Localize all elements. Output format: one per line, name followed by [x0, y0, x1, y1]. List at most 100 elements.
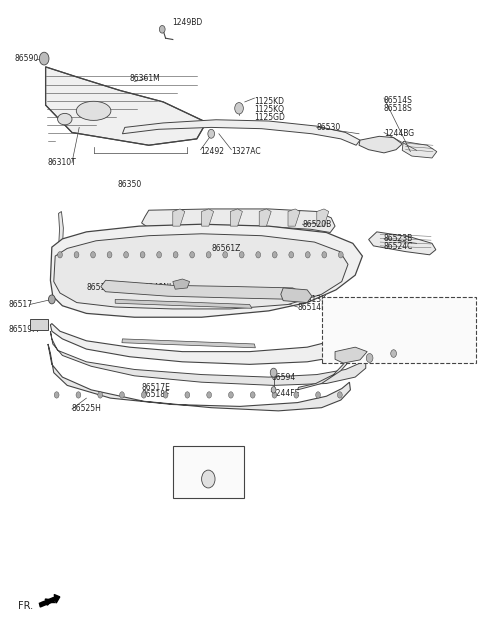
FancyBboxPatch shape [322, 297, 476, 363]
Circle shape [228, 392, 233, 398]
Circle shape [159, 25, 165, 33]
Text: 86514K: 86514K [298, 303, 327, 311]
Circle shape [250, 392, 255, 398]
Circle shape [294, 392, 299, 398]
Polygon shape [230, 209, 242, 226]
Text: 92202: 92202 [360, 327, 384, 336]
Polygon shape [298, 326, 358, 390]
Circle shape [391, 350, 396, 357]
Circle shape [54, 392, 59, 398]
Polygon shape [143, 231, 326, 247]
Text: 1249BD: 1249BD [172, 18, 203, 27]
Circle shape [207, 392, 212, 398]
Polygon shape [259, 209, 271, 226]
Polygon shape [48, 344, 350, 411]
Text: 86310T: 86310T [48, 158, 77, 167]
Text: 1125GD: 1125GD [254, 113, 285, 122]
Polygon shape [202, 209, 214, 226]
Circle shape [206, 252, 211, 258]
Circle shape [185, 392, 190, 398]
Polygon shape [50, 331, 366, 385]
Polygon shape [369, 232, 436, 255]
Circle shape [272, 252, 277, 258]
Text: (W/FOG LAMP): (W/FOG LAMP) [328, 298, 391, 307]
Circle shape [140, 252, 145, 258]
Circle shape [289, 252, 294, 258]
Circle shape [48, 295, 55, 304]
Text: 1244FE: 1244FE [271, 389, 300, 398]
Text: 18647: 18647 [360, 347, 384, 356]
Ellipse shape [58, 113, 72, 125]
Polygon shape [101, 280, 302, 299]
Text: 86519M: 86519M [9, 326, 39, 334]
Circle shape [338, 252, 343, 258]
Circle shape [163, 392, 168, 398]
Circle shape [190, 252, 194, 258]
Text: 86513K: 86513K [298, 295, 327, 304]
Circle shape [235, 103, 243, 114]
Circle shape [58, 252, 62, 258]
Polygon shape [50, 224, 362, 317]
Circle shape [270, 368, 277, 377]
Circle shape [124, 252, 129, 258]
Polygon shape [46, 67, 206, 145]
Text: 1221AC: 1221AC [193, 450, 223, 459]
Circle shape [272, 392, 277, 398]
Text: 86518S: 86518S [384, 104, 413, 113]
Polygon shape [122, 120, 360, 145]
Text: 1125KQ: 1125KQ [254, 105, 284, 114]
Polygon shape [59, 211, 63, 268]
Text: 86514S: 86514S [384, 96, 413, 105]
Polygon shape [359, 136, 402, 153]
Circle shape [322, 252, 327, 258]
Text: 86590: 86590 [14, 54, 39, 63]
Circle shape [74, 252, 79, 258]
Text: 86511A: 86511A [86, 283, 116, 292]
Circle shape [316, 392, 321, 398]
Circle shape [337, 392, 342, 398]
Text: 86523B: 86523B [384, 234, 413, 243]
Circle shape [98, 392, 103, 398]
Text: 92201: 92201 [360, 319, 384, 328]
Text: 86594: 86594 [271, 373, 296, 382]
Circle shape [156, 252, 161, 258]
Polygon shape [173, 209, 185, 226]
FancyArrow shape [39, 594, 60, 607]
Polygon shape [317, 209, 329, 226]
Polygon shape [142, 209, 335, 233]
Text: 86530: 86530 [317, 123, 341, 132]
Text: 86517: 86517 [9, 300, 33, 309]
Text: 86361M: 86361M [130, 74, 160, 83]
Circle shape [76, 392, 81, 398]
Text: 12492: 12492 [201, 147, 225, 156]
Circle shape [305, 252, 310, 258]
Text: 18647: 18647 [365, 347, 389, 356]
Text: 1125KD: 1125KD [254, 97, 284, 106]
Polygon shape [115, 299, 252, 308]
Circle shape [240, 252, 244, 258]
Polygon shape [50, 324, 366, 364]
Circle shape [271, 387, 276, 393]
Circle shape [208, 129, 215, 138]
Text: FR.: FR. [18, 601, 34, 612]
Polygon shape [288, 209, 300, 226]
Text: 86520B: 86520B [302, 220, 332, 229]
Text: 86524C: 86524C [384, 242, 413, 251]
Polygon shape [281, 288, 312, 303]
Text: 1249NL: 1249NL [144, 283, 173, 292]
Polygon shape [335, 347, 367, 363]
Circle shape [256, 252, 261, 258]
Circle shape [366, 354, 373, 362]
Text: 1221AC: 1221AC [200, 459, 230, 468]
Circle shape [202, 470, 215, 488]
Bar [173, 446, 244, 498]
Circle shape [39, 52, 49, 65]
Text: 86525H: 86525H [72, 404, 102, 413]
Circle shape [91, 252, 96, 258]
Text: 1244BG: 1244BG [384, 129, 414, 138]
Circle shape [142, 392, 146, 398]
Text: 1327AC: 1327AC [231, 147, 261, 156]
Polygon shape [54, 234, 348, 309]
Polygon shape [402, 141, 437, 158]
Ellipse shape [76, 101, 111, 120]
